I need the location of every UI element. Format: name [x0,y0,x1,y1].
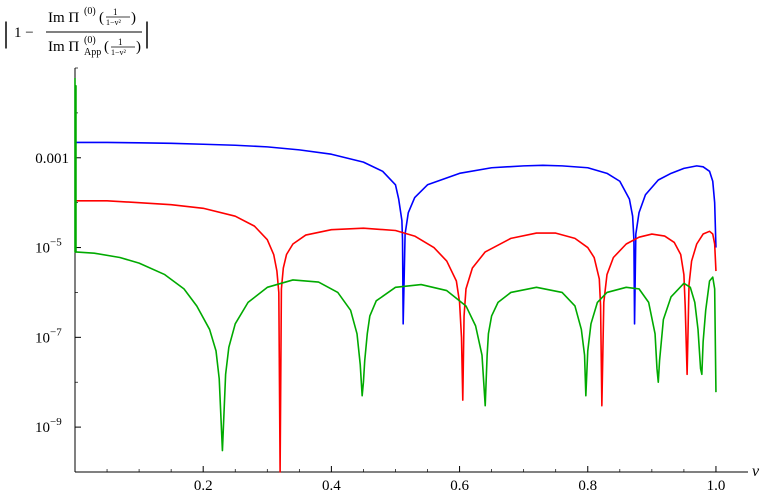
ylabel-num-frac-den: 1−v² [106,18,122,27]
ylabel-num-open: ( [99,10,104,26]
x-tick-label: 0.2 [194,478,213,494]
series-line-3 [74,77,77,253]
y-tick-label: 0.001 [35,151,69,167]
y-tick-label: 10−7 [35,326,62,346]
ylabel-num-frac-num: 1 [113,7,118,17]
y-tick-label: 10−5 [35,237,62,257]
y-tick-label: 10−9 [35,416,62,436]
ylabel-den-close: ) [136,39,141,55]
ylabel-den-open: ( [104,39,109,55]
series-group [74,77,717,473]
x-tick-label: 0.4 [322,478,341,494]
x-axis-label: v [752,463,760,480]
x-tick-label: 0.8 [578,478,597,494]
ylabel-one-minus: 1 − [14,25,34,41]
ylabel-den-frac-num: 1 [118,37,123,47]
ylabel-bar-left: | [3,16,9,49]
ylabel-den-sub: App [84,47,101,58]
ylabel-den-frac-den: 1−v² [111,48,127,57]
y-axis-label: | 1 − Im Π (0) ( 1 1−v² ) Im Π (0) App (… [3,6,150,58]
ticks: 0.2 0.4 0.6 0.8 1.0 0.001 10−5 10−7 10−9 [35,67,726,494]
ylabel-num-close: ) [131,10,136,26]
ylabel-num-sup: (0) [84,6,96,17]
ylabel-numerator: Im Π [48,10,79,26]
x-tick-label: 1.0 [707,478,726,494]
series-line-2 [75,251,717,452]
x-tick-label: 0.6 [450,478,469,494]
series-line-0 [75,141,717,325]
series-line-1 [75,200,717,473]
ylabel-den-sup: (0) [84,35,96,46]
ylabel-denominator: Im Π [48,39,79,55]
ylabel-bar-right: | [144,16,150,49]
